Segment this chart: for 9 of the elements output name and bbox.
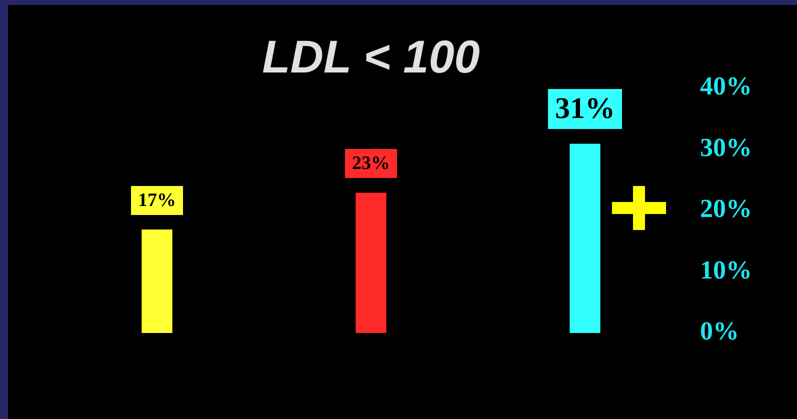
y-tick-label: 20% xyxy=(700,194,752,224)
y-tick-label: 40% xyxy=(700,72,752,101)
y-tick-label: 0% xyxy=(700,316,739,346)
chart-title: LDL < 100 xyxy=(262,30,480,83)
data-label: 23% xyxy=(345,149,397,178)
data-label: 31% xyxy=(548,89,622,130)
data-label: 17% xyxy=(131,186,183,215)
y-tick-label: 10% xyxy=(700,255,752,284)
y-tick-label: 30% xyxy=(700,132,752,162)
